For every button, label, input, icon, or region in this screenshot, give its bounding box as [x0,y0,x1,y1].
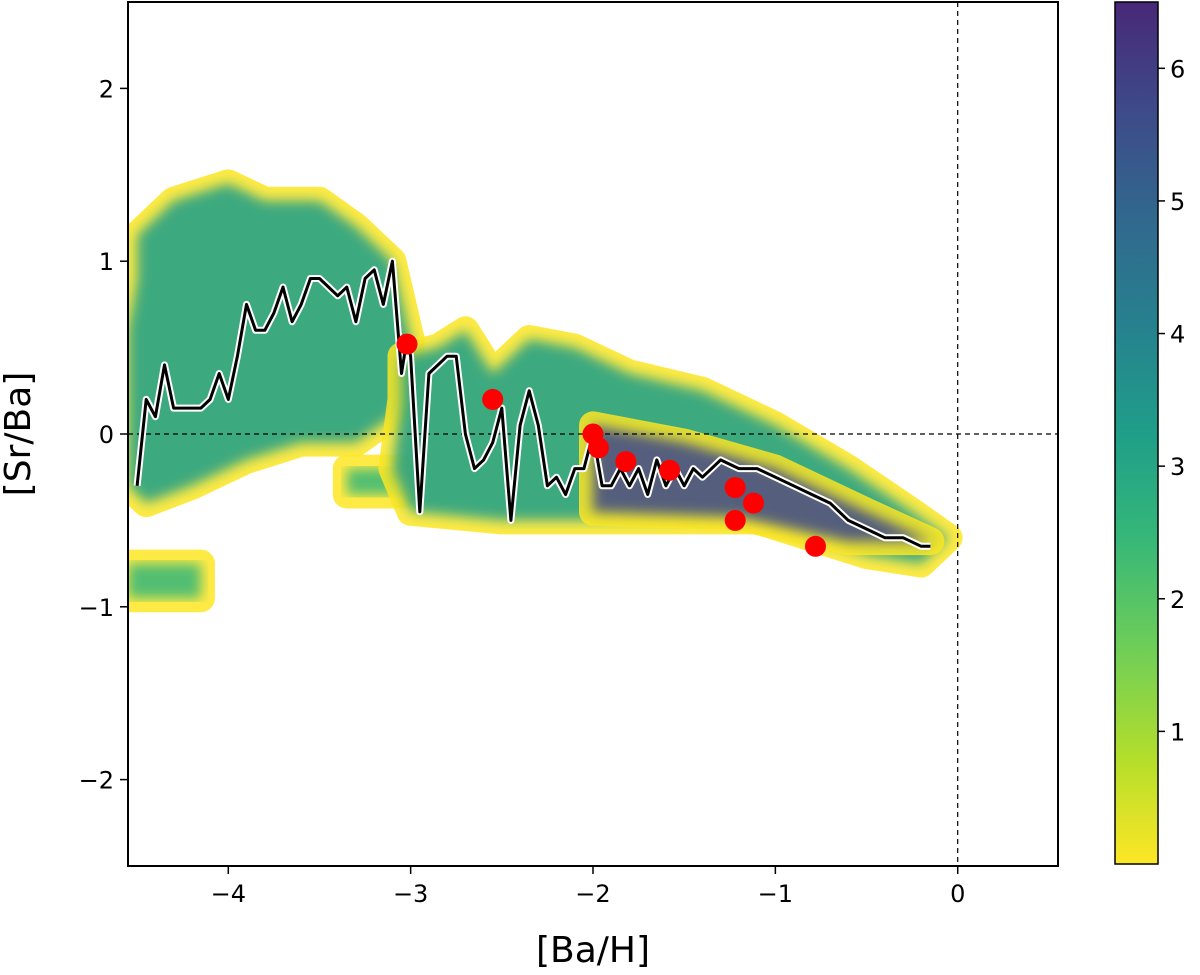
density-region-2 [128,563,201,599]
y-tick-label: 0 [99,421,114,449]
density-region-0 [128,183,411,504]
data-point-7 [724,509,746,531]
x-tick-label: −4 [211,880,246,908]
x-tick-label: −2 [575,880,610,908]
mean-line [135,259,931,548]
y-tick-label: −1 [79,594,114,622]
data-points [396,333,826,557]
x-axis-ticks: −4 −3 −2 −1 0 [211,866,965,908]
data-point-3 [588,437,609,459]
x-axis-label: [Ba/H] [536,930,650,971]
data-point-4 [615,451,637,473]
density-region-4 [593,425,931,542]
plot-area [128,2,1058,866]
colorbar-tick-label: 6 [1170,55,1185,83]
colorbar-ticks: 1 2 3 4 5 6 [1158,55,1185,746]
data-point-0 [396,333,418,355]
colorbar: 1 2 3 4 5 6 [1114,1,1185,865]
data-point-6 [724,477,746,499]
x-tick-label: 0 [950,880,965,908]
x-tick-label: −3 [393,880,428,908]
y-tick-label: 1 [99,248,114,276]
y-tick-label: 2 [99,75,114,103]
data-point-1 [482,388,504,410]
data-point-8 [743,492,764,514]
colorbar-tick-label: 1 [1170,718,1185,746]
density-map [128,169,963,613]
colorbar-tick-label: 4 [1170,321,1185,349]
data-point-5 [659,459,681,481]
y-axis-label: [Sr/Ba] [0,372,39,497]
y-tick-label: −2 [79,767,114,795]
colorbar-frame [1114,1,1159,865]
y-axis-ticks: −2 −1 0 1 2 [79,75,128,795]
colorbar-tick-label: 2 [1170,586,1185,614]
colorbar-bar [1115,2,1158,864]
colorbar-tick-label: 3 [1170,453,1185,481]
colorbar-tick-label: 5 [1170,188,1185,216]
x-tick-label: −1 [758,880,793,908]
data-point-9 [805,535,826,557]
